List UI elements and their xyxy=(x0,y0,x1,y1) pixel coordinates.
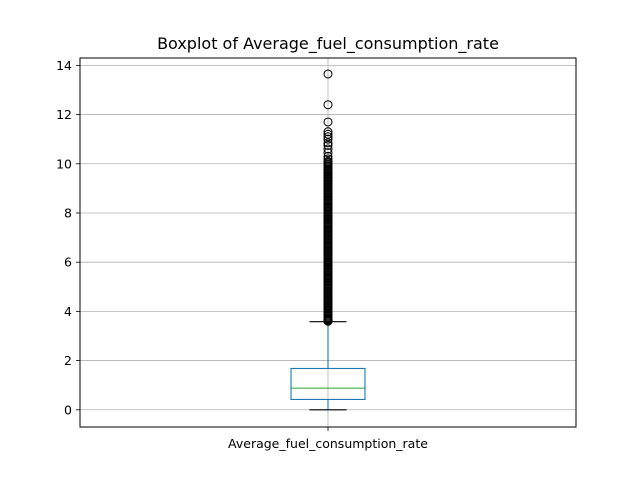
outlier-point xyxy=(323,69,333,79)
y-tick-label: 0 xyxy=(64,402,72,417)
x-axis-ticks: Average_fuel_consumption_rate xyxy=(228,427,428,451)
outlier-point xyxy=(323,154,333,164)
y-tick-label: 8 xyxy=(64,205,72,220)
outlier-point xyxy=(323,129,333,139)
iqr-box xyxy=(290,367,366,400)
y-tick-label: 2 xyxy=(64,353,72,368)
outlier-point xyxy=(323,100,333,110)
outlier-point xyxy=(323,132,333,142)
outlier-point xyxy=(323,117,333,127)
outlier-points xyxy=(323,69,333,326)
y-tick-label: 10 xyxy=(56,156,72,171)
y-tick-label: 4 xyxy=(64,304,72,319)
y-tick-label: 12 xyxy=(56,107,72,122)
outlier-point xyxy=(323,148,333,158)
outlier-point xyxy=(323,134,333,144)
y-tick-label: 14 xyxy=(56,58,72,73)
outlier-point xyxy=(323,156,333,166)
outlier-point xyxy=(323,144,333,154)
y-axis-ticks: 0 2 4 6 8 10 12 14 xyxy=(56,58,80,417)
x-tick-label: Average_fuel_consumption_rate xyxy=(228,436,428,451)
chart-title: Boxplot of Average_fuel_consumption_rate xyxy=(157,34,499,54)
y-tick-label: 6 xyxy=(64,255,72,270)
outlier-point xyxy=(323,140,333,150)
outlier-point xyxy=(323,127,333,137)
outlier-point xyxy=(323,138,333,148)
outlier-point xyxy=(323,151,333,161)
